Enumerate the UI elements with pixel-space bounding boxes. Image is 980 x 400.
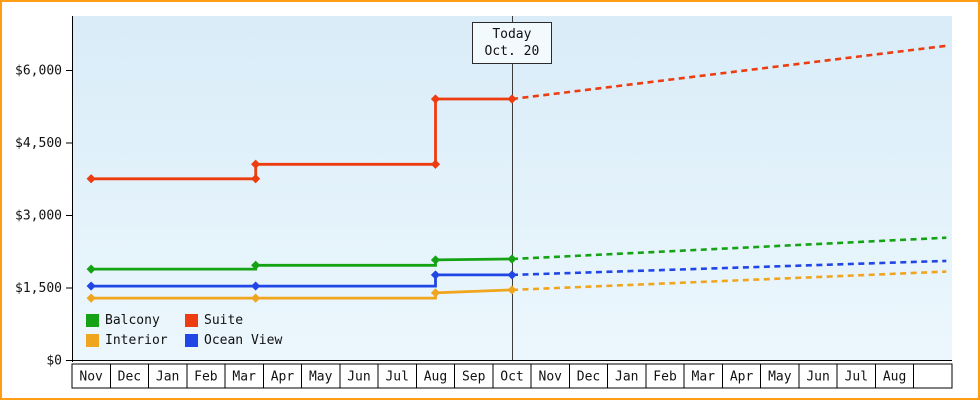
month-label: Jan	[615, 370, 638, 385]
legend-label: Suite	[204, 313, 244, 328]
legend-label: Ocean View	[204, 333, 283, 348]
month-label: Jul	[845, 370, 868, 385]
series-line-solid	[91, 273, 512, 288]
legend-color-swatch	[185, 334, 198, 347]
month-cell	[760, 363, 800, 389]
series-line-forecast-dashed	[511, 270, 947, 292]
series-line-forecast-dashed	[511, 44, 947, 101]
month-label: Dec	[118, 370, 141, 385]
month-label: Jun	[347, 370, 370, 385]
data-point-marker	[251, 293, 261, 303]
data-point-marker	[86, 281, 96, 291]
axes: $0 $1,500 $3,000 $4,500 $6,000	[15, 16, 952, 369]
data-point-marker	[251, 281, 261, 291]
month-cell	[454, 363, 494, 389]
month-cell	[798, 363, 838, 389]
month-label: Aug	[424, 370, 447, 385]
month-label: Sep	[462, 370, 486, 385]
data-point-marker	[430, 270, 441, 280]
month-label: Nov	[79, 370, 103, 385]
today-marker-label: Today Oct. 20	[471, 22, 553, 64]
today-label: Today	[492, 27, 532, 42]
month-cell	[913, 363, 953, 389]
series-line-solid	[91, 257, 513, 271]
data-point-marker	[430, 159, 441, 169]
data-point-marker	[251, 159, 261, 169]
data-point-marker	[430, 94, 441, 104]
series-line-forecast-dashed	[511, 236, 947, 261]
month-label: Apr	[271, 370, 295, 385]
y-axis-label: $6,000	[15, 64, 62, 79]
series-line-solid	[91, 288, 513, 300]
data-point-marker	[251, 174, 261, 184]
month-cell	[607, 363, 647, 389]
series-interior	[86, 270, 947, 303]
y-axis-label: $4,500	[15, 136, 62, 151]
month-cell	[645, 363, 685, 389]
legend-item: Ocean View	[185, 333, 282, 348]
month-label: Feb	[653, 370, 677, 385]
y-axis-label: $3,000	[15, 209, 62, 224]
legend-color-swatch	[86, 334, 99, 347]
data-point-marker	[507, 94, 517, 104]
month-cell	[568, 363, 609, 389]
series-suite	[86, 44, 947, 184]
legend-color-swatch	[86, 314, 99, 327]
month-label: Mar	[232, 370, 256, 385]
month-cell	[262, 363, 303, 389]
month-label: Oct	[500, 370, 523, 385]
month-label: Jun	[806, 370, 829, 385]
data-point-marker	[430, 288, 441, 298]
legend-item: Suite	[185, 313, 282, 328]
legend-item: Interior	[86, 333, 185, 348]
month-label: May	[768, 370, 792, 385]
month-label: Apr	[730, 370, 754, 385]
data-point-marker	[86, 264, 96, 274]
y-axis-label: $1,500	[15, 281, 62, 296]
month-label: Aug	[883, 370, 906, 385]
today-date: Oct. 20	[484, 44, 540, 59]
month-cell	[377, 363, 417, 389]
month-label: Jan	[156, 370, 179, 385]
data-point-marker	[86, 293, 96, 303]
data-point-marker	[507, 270, 517, 280]
month-label: Jul	[385, 370, 408, 385]
month-label: Mar	[692, 370, 716, 385]
data-point-marker	[430, 255, 441, 265]
x-axis-month-strip: Nov Dec Jan Feb Mar Apr May Jun Jul Aug Sep Oct Nov D…	[71, 363, 953, 389]
y-axis-label: $0	[46, 354, 62, 369]
data-point-marker	[507, 254, 517, 264]
data-point-marker	[507, 285, 517, 295]
legend-item: Balcony	[86, 313, 185, 328]
month-label: May	[309, 370, 333, 385]
month-label: Feb	[194, 370, 218, 385]
series-line-solid	[91, 97, 512, 181]
legend-label: Balcony	[105, 313, 160, 328]
month-cell	[836, 363, 876, 389]
series-balcony	[86, 236, 947, 274]
month-label: Nov	[539, 370, 563, 385]
data-point-marker	[251, 260, 261, 270]
chart-legend: Balcony Suite Interior Ocean View	[86, 313, 282, 348]
legend-label: Interior	[105, 333, 168, 348]
series-line-forecast-dashed	[511, 259, 947, 277]
month-cell	[721, 363, 762, 389]
data-point-marker	[86, 174, 96, 184]
month-cell	[301, 363, 341, 389]
month-cell	[683, 363, 723, 389]
legend-color-swatch	[185, 314, 198, 327]
month-label: Dec	[577, 370, 600, 385]
month-cell	[874, 363, 915, 389]
